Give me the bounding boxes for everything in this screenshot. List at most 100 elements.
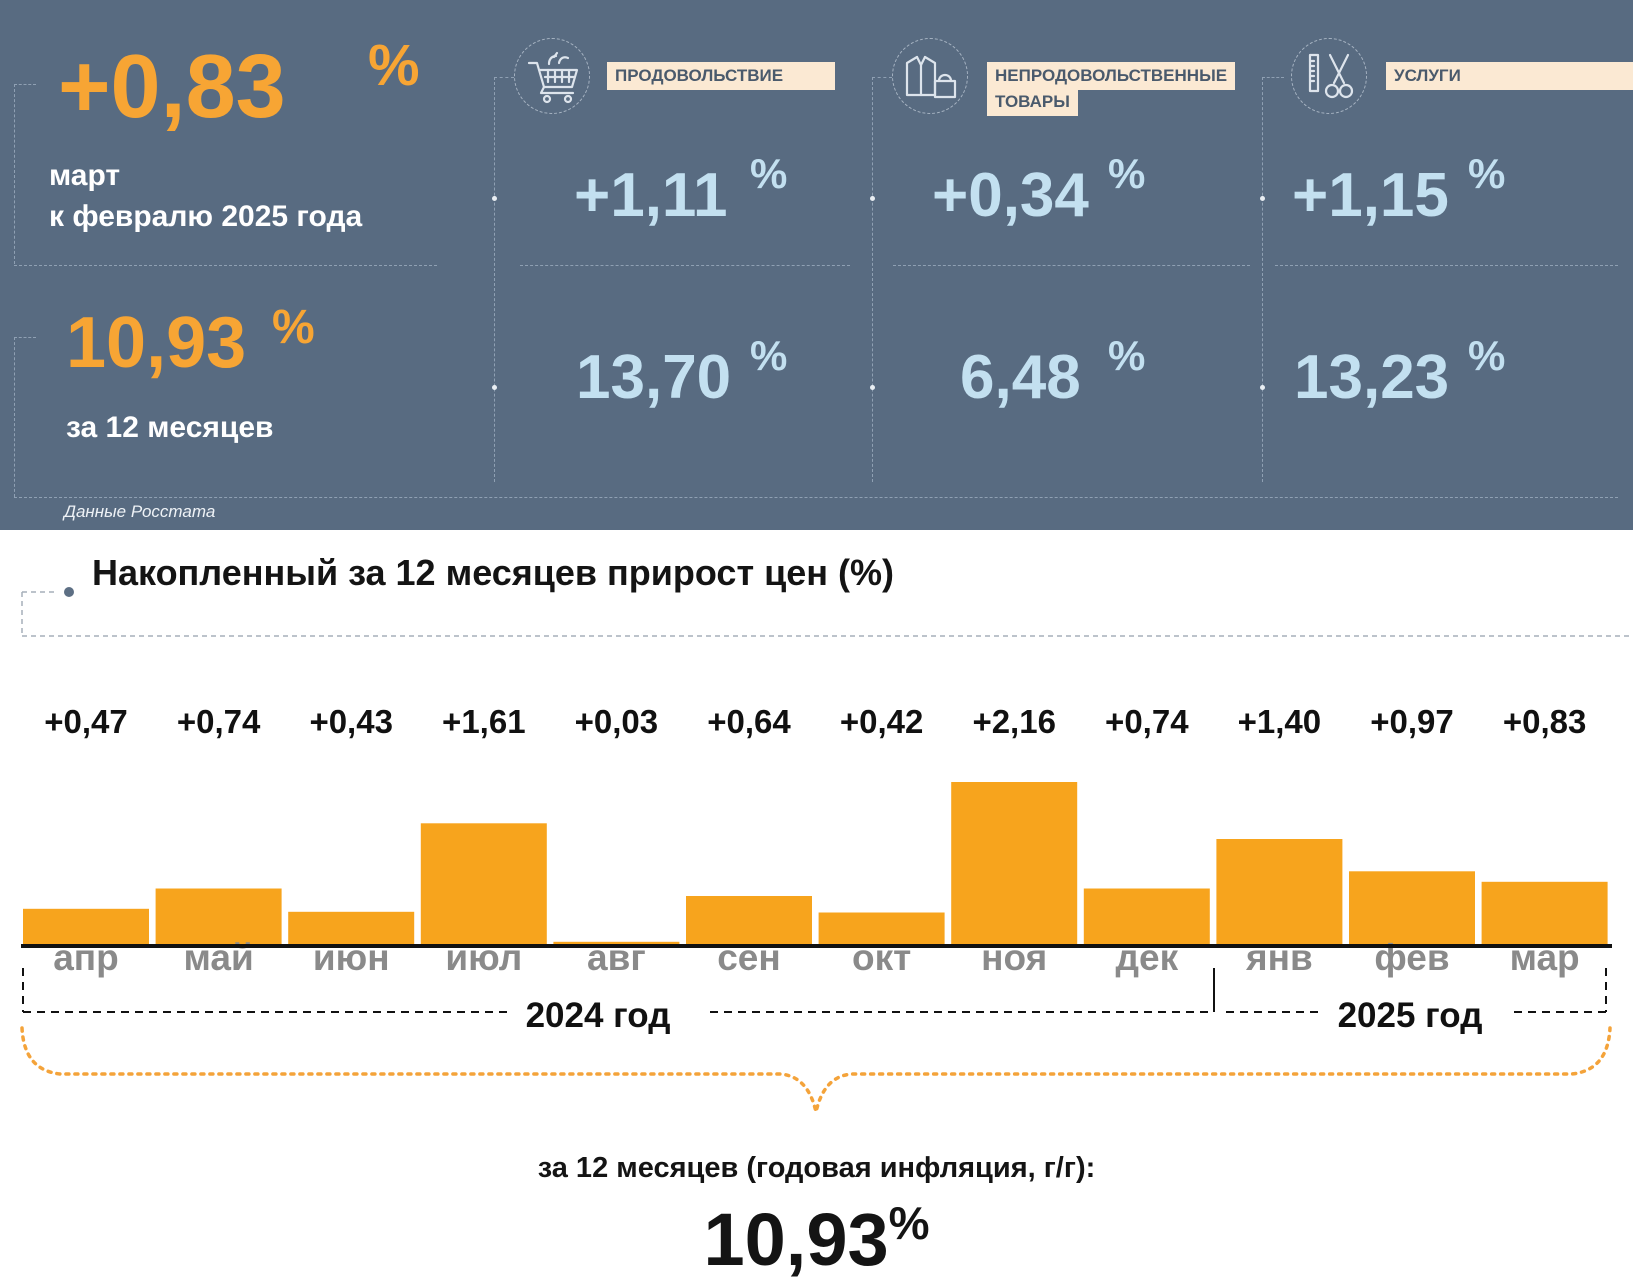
month-label-сен: сен [717,937,781,978]
divider [14,337,15,497]
divider [1275,265,1618,266]
month-label-июн: июн [313,937,390,978]
bar-авг [553,941,680,945]
month-label-фев: фев [1374,937,1449,978]
divider [14,497,1618,498]
nonfood-monthly-value: +0,34% [932,150,1145,231]
value-label-дек: +0,74 [1105,703,1189,740]
clothes-handbag-icon [892,38,968,114]
category-label-nonfood-line2: ТОВАРЫ [987,88,1078,116]
bar-окт [818,912,945,944]
bar-дек [1083,888,1210,944]
month-label-апр: апр [53,937,119,978]
month-label-дек: дек [1116,937,1179,978]
divider [1262,77,1284,78]
month-label-май: май [183,937,253,978]
annual-caption: за 12 месяцев [66,411,274,444]
year-label-2025: 2025 год [1338,996,1483,1035]
summary-brace [20,1026,1612,1113]
divider [872,77,873,482]
dot-marker [492,196,497,201]
bar-сен [686,896,812,944]
chart-title: Накопленный за 12 месяцев прирост цен (%… [92,552,894,593]
nonfood-annual-value: 6,48% [960,332,1145,413]
value-label-мар: +0,83 [1503,703,1587,740]
percent-sign: % [1108,150,1146,197]
bar-мар [1481,881,1608,944]
food-monthly-value: +1,11% [574,150,787,231]
percent-sign: % [368,33,420,98]
bar-июн [288,911,415,945]
value-label-май: +0,74 [177,703,261,740]
divider [14,84,15,264]
divider [893,265,1250,266]
monthly-inflation-value: +0,83% [58,33,420,139]
value-label-ноя: +2,16 [972,703,1056,740]
annual-value-text: 10,93 [66,303,247,383]
dot-marker [870,385,875,390]
title-dot [64,587,74,597]
food-annual-value: 13,70% [576,332,787,413]
value-label-фев: +0,97 [1370,703,1454,740]
value-label-окт: +0,42 [840,703,924,740]
bar-июл [420,823,547,945]
monthly-value-text: +0,83 [58,37,286,137]
summary-label: за 12 месяцев (годовая инфляция, г/г): [537,1152,1096,1184]
divider [494,77,514,78]
scissors-comb-icon [1291,38,1367,114]
monthly-caption-line2: к февралю 2025 года [49,200,363,233]
month-label-янв: янв [1245,937,1313,978]
value-label-янв: +1,40 [1238,703,1322,740]
bar-янв [1216,839,1343,944]
value-text: 13,23 [1294,343,1450,412]
divider [520,265,850,266]
month-label-ноя: ноя [981,937,1047,978]
dot-marker [492,385,497,390]
summary-value-text: 10,93 [703,1198,889,1281]
month-label-июл: июл [445,937,522,978]
percent-sign: % [1108,332,1146,379]
bar-май [155,888,282,944]
value-text: 6,48 [960,343,1081,412]
percent-sign: % [1468,332,1506,379]
divider [872,77,892,78]
percent-sign: % [1468,150,1506,197]
summary-percent-sign: % [888,1197,930,1249]
month-label-авг: авг [587,937,646,978]
annual-inflation-value: 10,93% [66,301,315,384]
month-labels-layer: апр май июн июл авг сен окт ноя дек янв фев мар [53,937,1579,978]
monthly-caption-line1: март [49,159,121,192]
value-text: 13,70 [576,343,732,412]
bar-ноя [951,782,1078,944]
divider [14,337,36,338]
divider [1262,77,1263,482]
year-bracket [22,968,1607,1013]
title-divider [21,591,1633,637]
bars-layer [23,782,1608,945]
category-label-nonfood-line1: НЕПРОДОВОЛЬСТВЕННЫЕ [987,62,1236,90]
value-label-июн: +0,43 [309,703,393,740]
summary-value: 10,93% [0,1196,1633,1282]
bar-фев [1349,871,1475,944]
divider [14,84,36,85]
services-monthly-value: +1,15% [1292,150,1505,231]
value-label-апр: +0,47 [44,703,128,740]
category-label-food: ПРОДОВОЛЬСТВИЕ [607,62,835,90]
value-text: +1,11 [574,161,728,230]
value-label-авг: +0,03 [575,703,659,740]
month-label-мар: мар [1510,937,1580,978]
value-text: +0,34 [932,161,1089,230]
value-label-июл: +1,61 [442,703,526,740]
value-labels-layer: +0,47 +0,74 +0,43 +1,61 +0,03 +0,64 +0,42 +2,16… [44,703,1586,740]
source-note: Данные Росстата [64,502,216,521]
dot-marker [870,196,875,201]
year-label-2024: 2024 год [526,996,671,1035]
percent-sign: % [272,301,315,354]
percent-sign: % [750,332,788,379]
month-label-окт: окт [852,937,911,978]
stats-panel: +0,83% март к февралю 2025 года 10,93% з… [0,0,1633,530]
bar-апр [23,908,149,944]
divider [14,265,437,266]
services-annual-value: 13,23% [1294,332,1505,413]
